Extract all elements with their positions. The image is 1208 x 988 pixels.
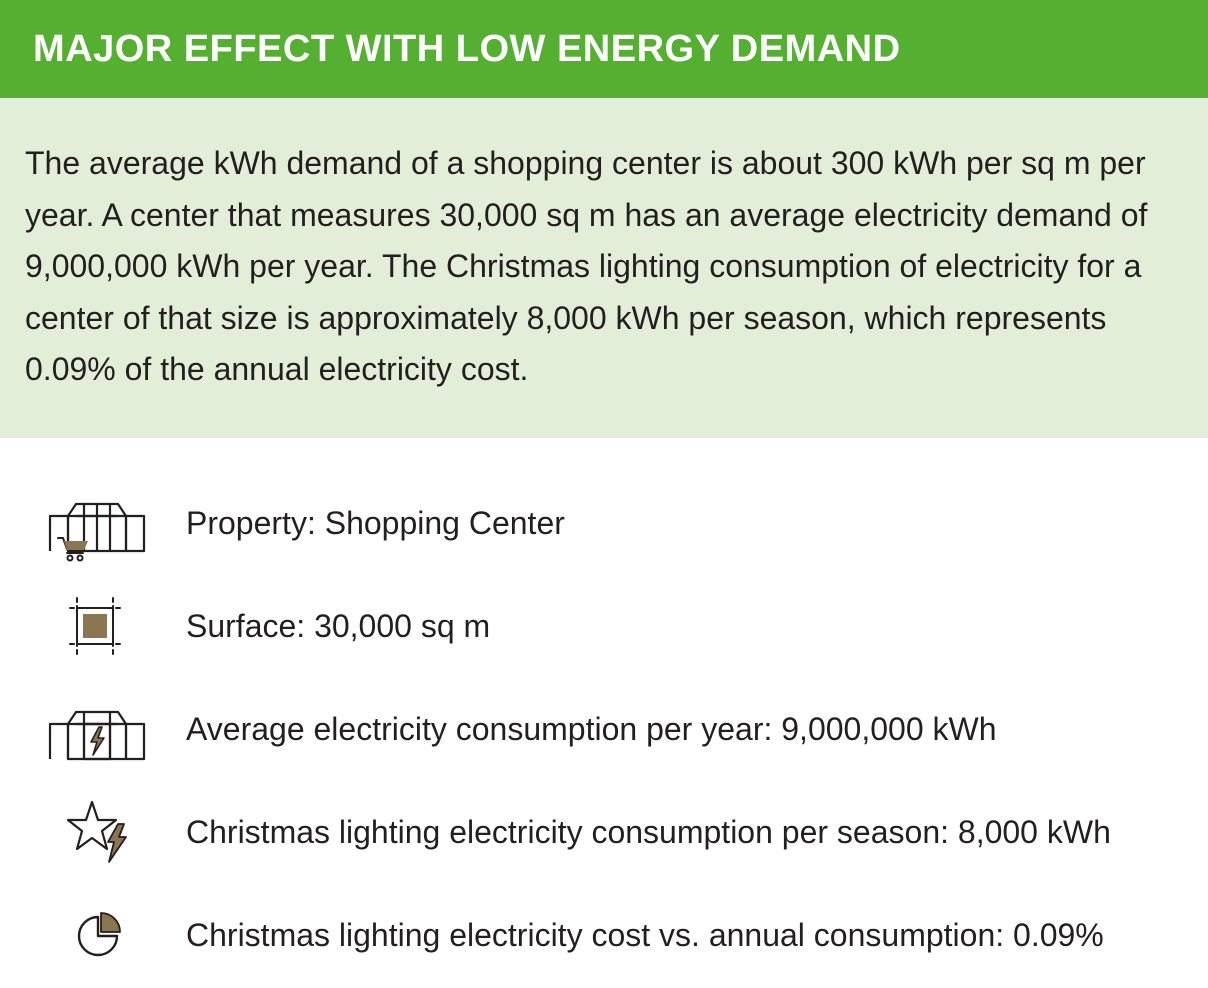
fact-christmas-consumption: Christmas lighting electricity consumpti… <box>0 792 1208 872</box>
fact-surface: Surface: 30,000 sq m <box>0 586 1208 666</box>
fact-average-consumption-label: Average electricity consumption per year… <box>186 710 997 747</box>
fact-christmas-consumption-label: Christmas lighting electricity consumpti… <box>186 813 1111 850</box>
fact-cost-ratio-label: Christmas lighting electricity cost vs. … <box>186 916 1104 953</box>
header-banner: MAJOR EFFECT WITH LOW ENERGY DEMAND <box>0 0 1208 98</box>
star-lightning-icon <box>66 800 127 863</box>
building-electricity-icon <box>48 710 146 761</box>
fact-property-label: Property: Shopping Center <box>186 504 565 541</box>
intro-panel: The average kWh demand of a shopping cen… <box>0 98 1208 438</box>
fact-average-consumption: Average electricity consumption per year… <box>0 689 1208 769</box>
facts-list: Property: Shopping Center <box>0 438 1208 988</box>
page-title: MAJOR EFFECT WITH LOW ENERGY DEMAND <box>33 27 901 70</box>
surface-area-icon <box>69 597 121 655</box>
fact-cost-ratio: Christmas lighting electricity cost vs. … <box>0 895 1208 975</box>
fact-surface-label: Surface: 30,000 sq m <box>186 607 491 644</box>
fact-property: Property: Shopping Center <box>0 483 1208 563</box>
pie-chart-icon <box>77 912 121 957</box>
intro-text: The average kWh demand of a shopping cen… <box>25 145 1148 387</box>
shopping-center-icon <box>48 502 146 562</box>
